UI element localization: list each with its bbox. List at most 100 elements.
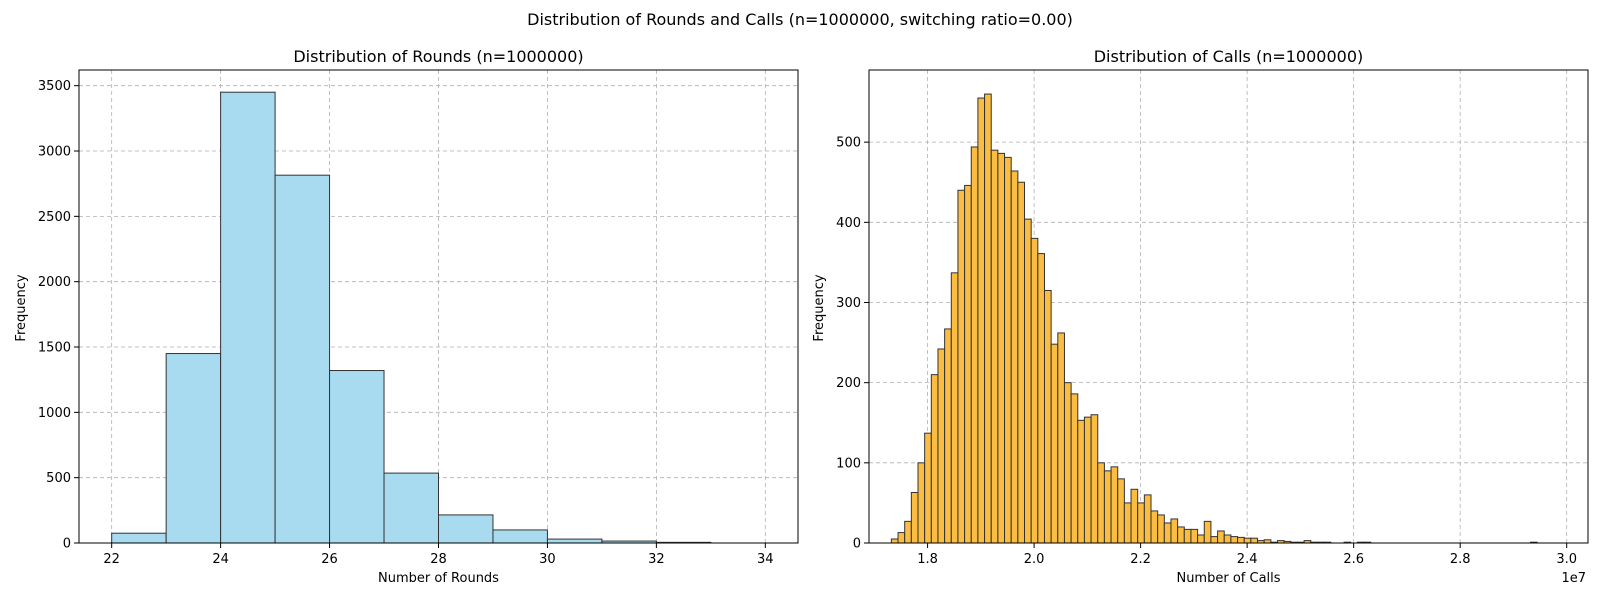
calls-bar <box>1163 522 1172 544</box>
calls-bar <box>964 184 972 544</box>
rounds-y-tick-label: 500 <box>46 471 71 486</box>
rounds-y-tick-label: 3500 <box>38 79 71 94</box>
rounds-chart-title: Distribution of Rounds (n=1000000) <box>293 47 583 66</box>
rounds-x-tick-label: 26 <box>321 552 338 567</box>
calls-x-axis-label: Number of Calls <box>1176 571 1280 586</box>
rounds-x-tick-label: 22 <box>103 552 120 567</box>
rounds-bar <box>383 472 439 544</box>
calls-bar <box>1217 530 1225 544</box>
calls-bar <box>984 93 992 544</box>
calls-bar <box>1143 494 1152 544</box>
calls-bars <box>890 93 1538 544</box>
calls-bar <box>1103 470 1112 544</box>
calls-bar <box>1004 156 1012 544</box>
calls-bar <box>970 146 979 544</box>
rounds-bar <box>165 353 222 544</box>
rounds-x-tick-label: 24 <box>212 552 229 567</box>
calls-bar <box>1230 536 1239 544</box>
rounds-bar <box>220 91 276 544</box>
calls-bar <box>890 538 899 544</box>
calls-x-axis-offset: 1e7 <box>1561 571 1586 586</box>
calls-bar <box>897 532 906 544</box>
calls-bar <box>910 491 919 544</box>
rounds-x-tick-label: 30 <box>539 552 556 567</box>
calls-bar <box>1070 393 1079 544</box>
rounds-y-axis-label: Frequency <box>14 274 29 341</box>
calls-bar <box>1077 419 1085 544</box>
rounds-bars <box>111 91 712 544</box>
calls-bar <box>1130 488 1139 544</box>
calls-bar <box>904 520 912 544</box>
calls-bar <box>1183 528 1192 544</box>
rounds-bar <box>492 529 548 544</box>
calls-y-tick-label: 0 <box>853 537 861 552</box>
calls-bar <box>997 152 1006 544</box>
rounds-y-tick-label: 3000 <box>38 145 71 160</box>
calls-bar <box>1177 526 1185 544</box>
calls-bar <box>1050 343 1059 544</box>
calls-bar <box>944 328 952 544</box>
calls-bar <box>1117 478 1125 544</box>
calls-y-tick-label: 300 <box>836 296 861 311</box>
calls-bar <box>1030 237 1039 544</box>
rounds-bar <box>329 370 385 544</box>
rounds-y-tick-label: 2000 <box>38 275 71 290</box>
calls-x-tick-label: 2.2 <box>1130 552 1151 567</box>
calls-bar <box>1090 414 1099 544</box>
rounds-bar <box>111 532 167 544</box>
rounds-histogram-panel: Distribution of Rounds (n=1000000) Numbe… <box>14 47 799 586</box>
calls-bar <box>1137 502 1145 544</box>
calls-y-tick-label: 100 <box>836 456 861 471</box>
calls-bar <box>1083 416 1092 544</box>
rounds-x-tick-label: 28 <box>430 552 447 567</box>
calls-bar <box>1203 520 1212 544</box>
calls-y-tick-label: 500 <box>836 136 861 151</box>
calls-bar <box>1197 534 1205 544</box>
calls-bar <box>1043 289 1052 544</box>
calls-bar <box>1150 510 1159 544</box>
calls-bar <box>950 272 959 544</box>
calls-x-tick-label: 2.0 <box>1024 552 1045 567</box>
calls-bar <box>1024 218 1032 544</box>
calls-bar <box>1017 181 1026 544</box>
calls-bar <box>1110 466 1119 544</box>
calls-bar <box>1243 537 1252 544</box>
rounds-bar <box>274 174 331 544</box>
rounds-y-tick-label: 1500 <box>38 341 71 356</box>
calls-bar <box>1250 537 1259 544</box>
calls-bar <box>1170 518 1179 544</box>
rounds-x-tick-label: 32 <box>648 552 665 567</box>
calls-bar <box>1123 502 1132 544</box>
calls-y-axis-label: Frequency <box>812 274 827 341</box>
calls-bar <box>1063 382 1072 544</box>
rounds-y-tick-label: 1000 <box>38 406 71 421</box>
calls-bar <box>1097 462 1105 544</box>
calls-x-tick-label: 1.8 <box>917 552 938 567</box>
calls-bar <box>1057 332 1065 544</box>
calls-x-tick-label: 2.6 <box>1343 552 1364 567</box>
calls-y-tick-label: 400 <box>836 216 861 231</box>
calls-y-tick-label: 200 <box>836 376 861 391</box>
calls-bar <box>937 348 946 544</box>
calls-bar <box>1237 536 1245 544</box>
figure-suptitle: Distribution of Rounds and Calls (n=1000… <box>527 10 1073 29</box>
calls-bar <box>917 462 926 544</box>
calls-x-tick-label: 3.0 <box>1556 552 1577 567</box>
calls-bar <box>1157 514 1165 544</box>
calls-bar <box>924 432 932 544</box>
calls-bar <box>930 374 939 544</box>
calls-bar <box>1190 528 1199 544</box>
calls-bar <box>957 189 966 544</box>
calls-bar <box>977 97 986 544</box>
calls-bar <box>1210 536 1219 544</box>
rounds-y-tick-label: 0 <box>63 537 71 552</box>
calls-x-tick-label: 2.8 <box>1450 552 1471 567</box>
rounds-x-axis-label: Number of Rounds <box>378 571 499 586</box>
rounds-bar <box>438 514 494 544</box>
calls-bar <box>990 149 999 544</box>
rounds-y-tick-label: 2500 <box>38 210 71 225</box>
calls-histogram-panel: Distribution of Calls (n=1000000) Number… <box>812 47 1589 586</box>
calls-chart-title: Distribution of Calls (n=1000000) <box>1094 47 1364 66</box>
rounds-bar <box>546 538 603 544</box>
